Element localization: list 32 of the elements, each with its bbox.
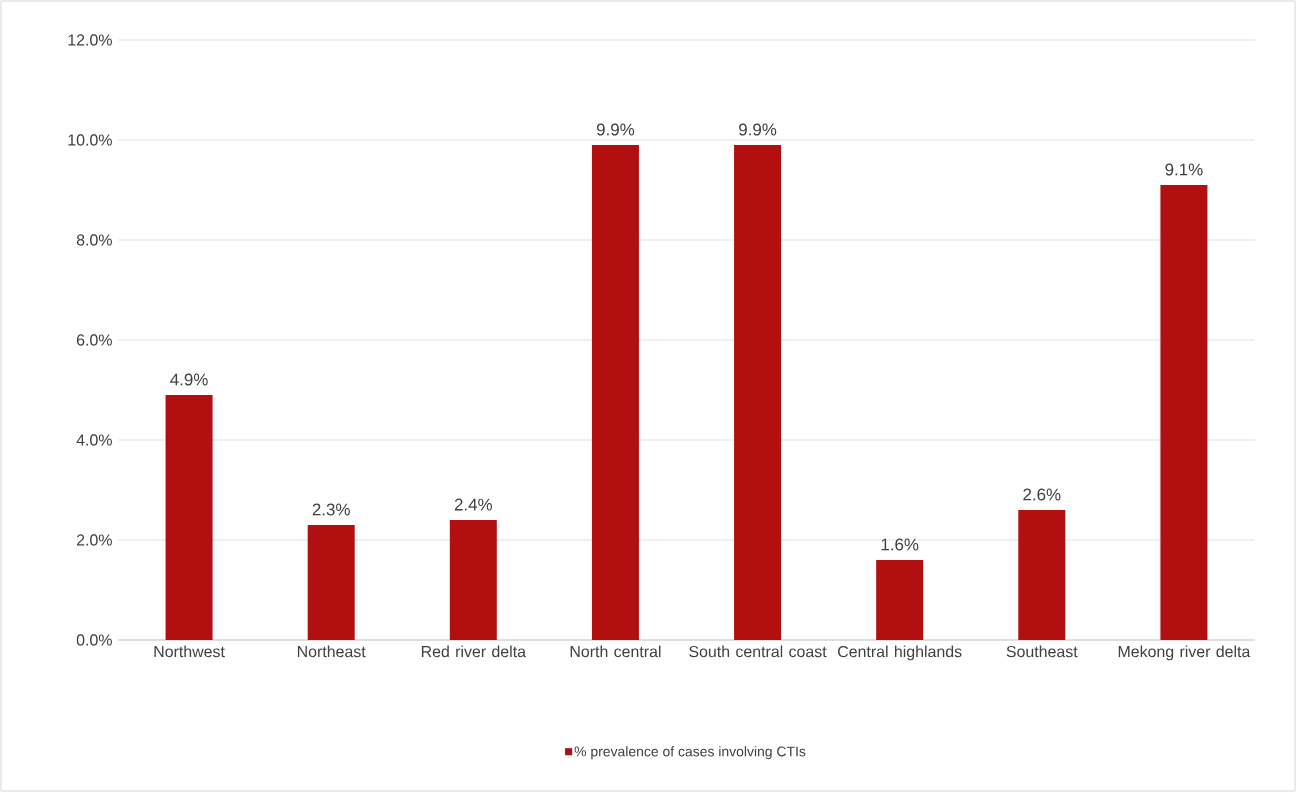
y-tick-label: 12.0% [68,34,112,46]
data-label: 1.6% [881,538,919,551]
x-tick-label: Central highlands [838,645,962,661]
data-label: 4.9% [170,373,208,386]
y-tick-label: 10.0% [68,134,112,146]
x-tick-label: Red river delta [421,645,526,658]
y-tick-label: 2.0% [76,534,112,546]
x-tick-label: Southeast [1006,645,1078,658]
legend-label: % prevalence of cases involving CTIs [574,746,806,760]
bar [449,520,497,640]
x-tick-label: Northeast [297,645,366,658]
y-tick-label: 0.0% [76,634,112,646]
bar [1160,185,1208,640]
bar [591,144,639,640]
x-tick-label: Northwest [154,645,225,658]
bar [307,525,355,640]
y-tick-label: 6.0% [76,334,112,346]
x-tick-label: South central coast [689,645,827,658]
bar [734,144,782,640]
bar [165,395,213,640]
x-tick-label: North central [570,645,661,658]
data-label: 2.3% [312,503,350,516]
data-label: 9.1% [1165,163,1203,176]
data-label: 2.4% [454,498,492,511]
y-tick-label: 8.0% [76,234,112,246]
data-label: 9.9% [596,123,635,136]
data-label: 2.6% [1023,488,1061,501]
data-label: 9.9% [739,123,777,136]
y-tick-label: 4.0% [76,434,112,446]
bar [876,560,924,640]
x-tick-label: Mekong river delta [1118,645,1251,661]
bar [1018,510,1066,640]
